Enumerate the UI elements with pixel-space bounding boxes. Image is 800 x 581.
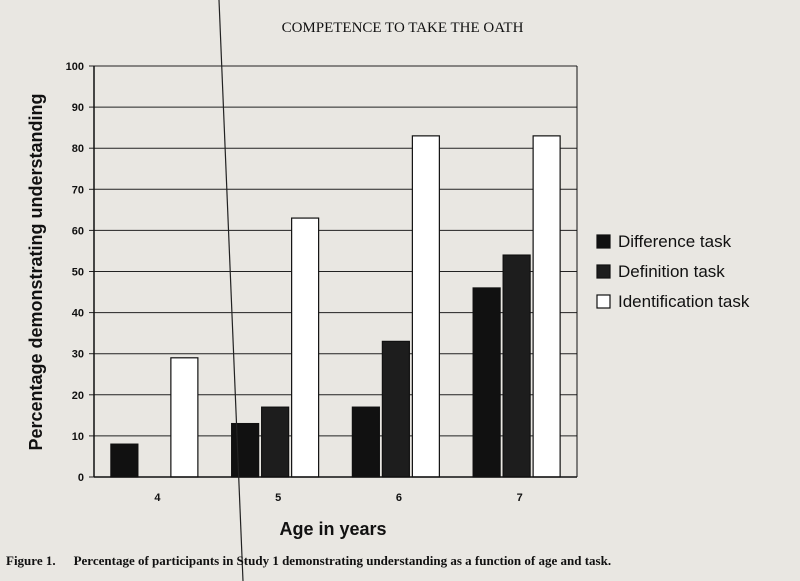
bar-definition-task-age-6 bbox=[381, 340, 410, 478]
y-tick-label: 10 bbox=[72, 431, 84, 443]
y-tick-label: 80 bbox=[72, 143, 84, 155]
legend-swatch bbox=[596, 234, 611, 249]
bars bbox=[110, 135, 561, 478]
y-tick-label: 60 bbox=[72, 225, 84, 237]
bar-identification-task-age-4 bbox=[170, 357, 199, 478]
x-tick-label: 6 bbox=[396, 492, 402, 504]
figure-caption: Figure 1. Percentage of participants in S… bbox=[6, 553, 796, 569]
y-tick-label: 30 bbox=[72, 349, 84, 361]
legend-swatch bbox=[596, 264, 611, 279]
y-tick-label: 40 bbox=[72, 308, 84, 320]
bar-difference-task-age-7 bbox=[472, 287, 501, 478]
y-tick-label: 90 bbox=[72, 102, 84, 114]
paper-fold-line bbox=[218, 0, 244, 581]
bar-difference-task-age-4 bbox=[110, 443, 139, 478]
y-axis-title: Percentage demonstrating understanding bbox=[26, 93, 46, 450]
x-axis-title: Age in years bbox=[279, 519, 386, 539]
page-header: COMPETENCE TO TAKE THE OATH bbox=[281, 20, 524, 36]
bar-identification-task-age-5 bbox=[291, 217, 320, 478]
bar-identification-task-age-6 bbox=[411, 135, 440, 478]
legend-label: Difference task bbox=[618, 232, 732, 251]
y-tick-label: 50 bbox=[72, 267, 84, 279]
y-tick-label: 100 bbox=[66, 61, 84, 73]
caption-text: Percentage of participants in Study 1 de… bbox=[73, 553, 612, 568]
bar-difference-task-age-5 bbox=[231, 422, 260, 478]
legend: Difference task Definition task Identifica… bbox=[596, 232, 750, 311]
figure-label: Figure 1. bbox=[6, 553, 56, 568]
legend-swatch bbox=[596, 294, 611, 309]
bar-definition-task-age-7 bbox=[502, 254, 531, 478]
x-tick-labels: 4 5 6 7 bbox=[154, 492, 522, 504]
bar-difference-task-age-6 bbox=[351, 406, 380, 478]
y-tick-label: 0 bbox=[78, 472, 84, 484]
bar-identification-task-age-7 bbox=[532, 135, 561, 478]
x-tick-label: 7 bbox=[517, 492, 523, 504]
y-tick-label: 20 bbox=[72, 390, 84, 402]
legend-label: Identification task bbox=[618, 292, 750, 311]
x-tick-label: 5 bbox=[275, 492, 281, 504]
axes bbox=[93, 66, 578, 478]
x-tick-label: 4 bbox=[154, 492, 161, 504]
y-tick-label: 70 bbox=[72, 184, 84, 196]
legend-label: Definition task bbox=[618, 262, 725, 281]
bar-definition-task-age-5 bbox=[261, 406, 290, 478]
y-tick-labels: 0 10 20 30 40 50 60 70 80 90 100 bbox=[66, 61, 84, 484]
